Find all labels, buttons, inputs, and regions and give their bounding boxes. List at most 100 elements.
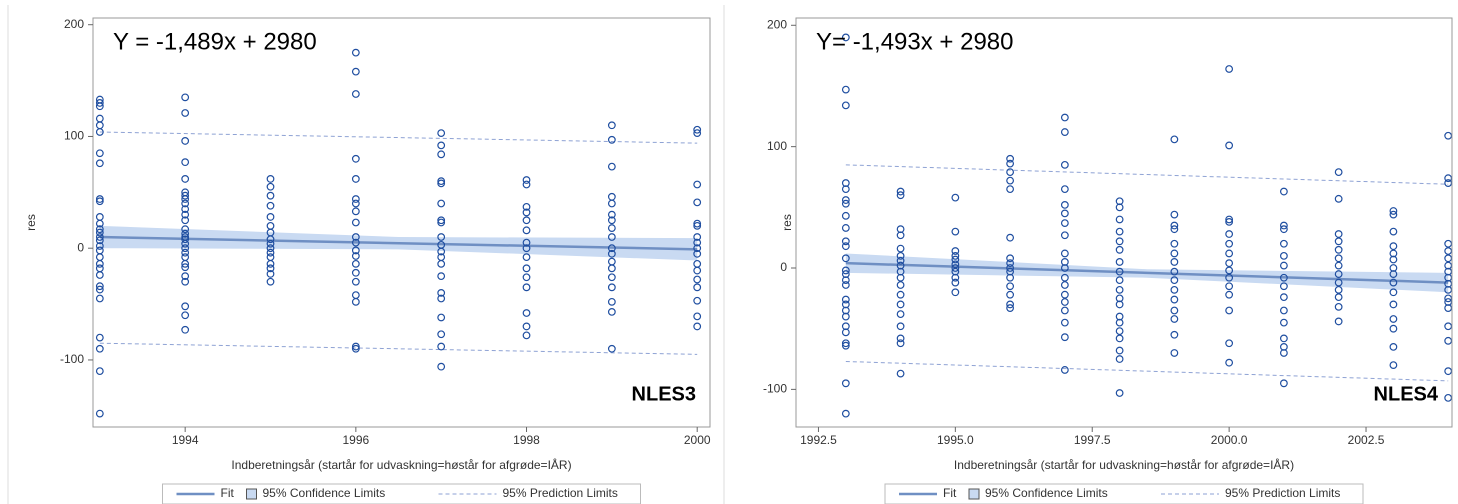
data-point <box>351 277 360 286</box>
data-point <box>1060 318 1069 327</box>
data-point <box>181 137 190 145</box>
data-point <box>607 257 616 266</box>
data-point <box>607 224 616 232</box>
data-point <box>351 246 360 255</box>
plot-frame <box>92 17 711 428</box>
x-tick-label: 2002.5 <box>1348 433 1385 447</box>
y-tick-label: -100 <box>763 382 787 396</box>
data-point <box>266 182 275 191</box>
data-point <box>1006 282 1015 291</box>
data-point <box>95 409 104 418</box>
data-point <box>693 198 702 207</box>
y-axis-title: res <box>24 214 38 231</box>
data-point <box>351 195 360 203</box>
x-axis-title: Indberetningsår (startår for udvaskning=… <box>954 457 1294 472</box>
data-point <box>1115 334 1124 343</box>
equation: Y= -1,493x + 2980 <box>816 28 1013 55</box>
data-point <box>266 248 275 257</box>
data-point <box>693 283 702 292</box>
data-point <box>1225 259 1234 268</box>
data-point <box>266 221 275 230</box>
data-point <box>95 149 104 158</box>
x-tick-label: 1995.0 <box>937 433 974 447</box>
data-point <box>351 154 360 163</box>
data-point <box>607 244 616 253</box>
data-point <box>841 196 850 204</box>
data-point <box>437 247 446 256</box>
data-point <box>95 219 104 228</box>
data-point <box>181 239 190 248</box>
data-point <box>437 330 446 339</box>
data-point <box>522 238 531 247</box>
data-point <box>1334 278 1343 287</box>
x-tick-label: 2000 <box>684 433 711 447</box>
x-tick-label: 1997.5 <box>1074 433 1111 447</box>
data-point <box>266 244 275 253</box>
data-point <box>1279 318 1288 327</box>
x-axis-title: Indberetningsår (startår for udvaskning=… <box>231 457 571 472</box>
data-point <box>607 283 616 292</box>
model-tag: NLES4 <box>1374 383 1439 405</box>
data-point <box>1389 278 1398 287</box>
data-point <box>95 197 104 206</box>
data-point <box>896 256 905 265</box>
data-point <box>1334 230 1343 238</box>
data-point <box>522 322 531 331</box>
data-point <box>1170 135 1179 144</box>
x-tick-label: 1996 <box>342 433 369 447</box>
data-point <box>841 185 850 194</box>
data-point <box>1006 304 1015 312</box>
data-point <box>1225 306 1234 315</box>
data-point <box>1006 185 1015 194</box>
data-point <box>693 259 702 268</box>
data-point <box>95 259 104 268</box>
data-point <box>266 201 275 210</box>
legend-fit: Fit <box>221 486 235 500</box>
data-point <box>1279 282 1288 291</box>
data-point <box>522 202 531 211</box>
data-point <box>351 252 360 260</box>
legend-prediction: 95% Prediction Limits <box>1225 486 1340 500</box>
data-point <box>1225 249 1234 258</box>
data-point <box>607 273 616 282</box>
data-point <box>841 33 850 42</box>
data-point <box>1115 327 1124 336</box>
plot-frame <box>795 17 1453 428</box>
data-point <box>1444 393 1452 402</box>
data-point <box>95 159 104 168</box>
data-point <box>1444 247 1452 255</box>
data-point <box>1115 318 1124 327</box>
data-point <box>95 294 104 303</box>
data-point <box>607 307 616 316</box>
equation: Y = -1,489x + 2980 <box>113 28 317 55</box>
data-point <box>1389 342 1398 351</box>
data-point <box>95 213 104 221</box>
data-point <box>1115 285 1124 294</box>
data-point <box>1170 285 1179 294</box>
data-point <box>1279 273 1288 282</box>
data-point <box>1115 300 1124 309</box>
data-point <box>437 342 446 351</box>
data-point <box>437 294 446 303</box>
data-point <box>95 195 104 203</box>
data-point <box>1170 315 1179 323</box>
data-point <box>1115 355 1124 363</box>
data-point <box>1225 339 1234 348</box>
y-tick-label: -100 <box>60 352 84 366</box>
data-point <box>266 264 275 273</box>
data-point <box>95 114 104 123</box>
data-point <box>437 218 446 227</box>
data-point <box>1170 330 1179 339</box>
data-point <box>437 216 446 225</box>
data-point <box>437 272 446 281</box>
data-point <box>1225 358 1234 367</box>
data-point <box>1060 264 1069 272</box>
x-tick-label: 1998 <box>513 433 540 447</box>
data-point <box>1006 264 1015 272</box>
data-point <box>1060 273 1069 282</box>
data-point <box>1279 293 1288 302</box>
data-point <box>1279 187 1288 196</box>
data-point <box>1060 333 1069 342</box>
data-point <box>351 199 360 208</box>
data-point <box>1389 227 1398 236</box>
